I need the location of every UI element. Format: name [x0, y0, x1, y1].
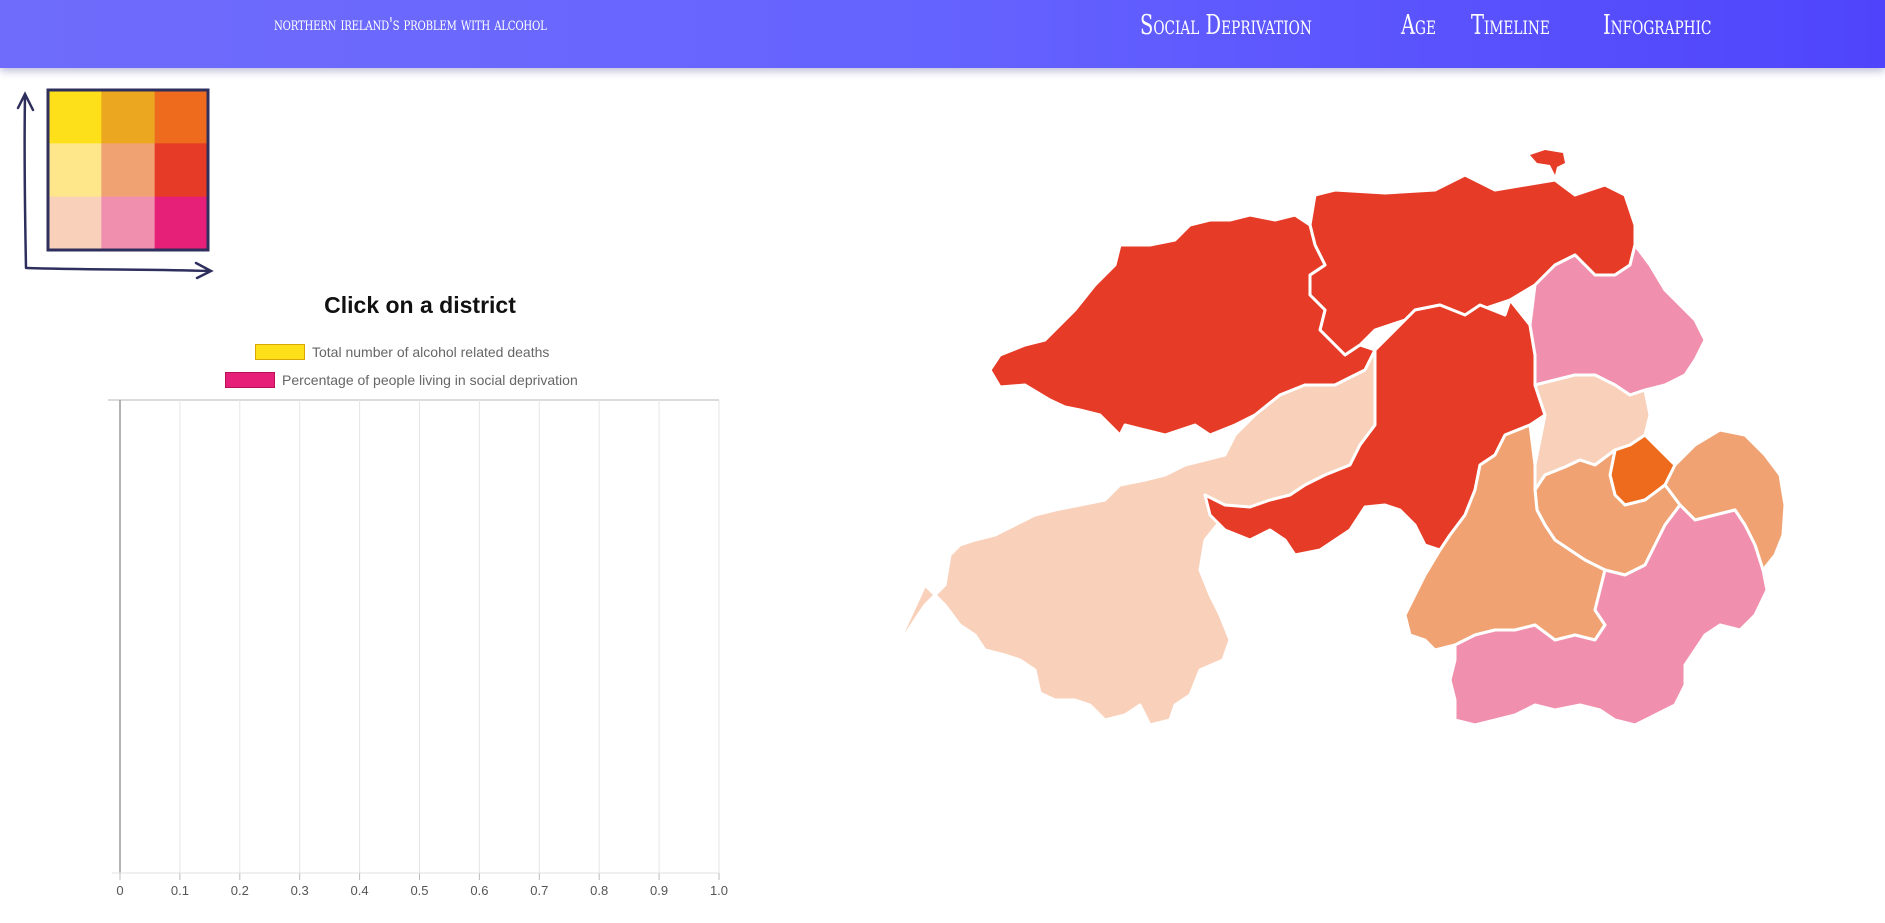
key-cell-2-2: [154, 196, 209, 251]
nav-timeline[interactable]: Timeline: [1471, 10, 1551, 41]
key-cell-1-0: [48, 143, 102, 198]
x-tick-label-0: 0: [116, 883, 123, 898]
key-cell-0-2: [154, 90, 209, 144]
bivariate-color-key: [16, 88, 214, 280]
district-chart: Click on a district Total number of alco…: [100, 285, 740, 915]
district-rathlin-island[interactable]: [1530, 150, 1565, 175]
key-cell-1-2: [154, 143, 209, 198]
x-tick-label-7: 0.7: [530, 883, 548, 898]
legend-item-deprivation[interactable]: Percentage of people living in social de…: [225, 372, 578, 388]
x-tick-label-8: 0.8: [590, 883, 608, 898]
chart-plot-area: 0 0.1 0.2 0.3 0.4 0.5 0.6 0.7 0.8 0.9 1.0: [108, 399, 728, 898]
x-tick-label-10: 1.0: [710, 883, 728, 898]
district-derry-city-and-strabane[interactable]: [988, 213, 1377, 437]
x-tick-label-6: 0.6: [470, 883, 488, 898]
nav-infographic[interactable]: Infographic: [1602, 10, 1712, 41]
top-navbar: northern ireland's problem with alcohol …: [0, 0, 1885, 68]
district-newry-mourne-and-down[interactable]: [1448, 503, 1769, 727]
legend-swatch-deprivation: [225, 372, 275, 388]
x-tick-label-9: 0.9: [650, 883, 668, 898]
legend-label-deaths: Total number of alcohol related deaths: [312, 344, 550, 360]
nav-age[interactable]: Age: [1400, 10, 1436, 41]
district-mid-ulster[interactable]: [1203, 298, 1547, 557]
legend-item-deaths[interactable]: Total number of alcohol related deaths: [255, 344, 549, 360]
key-cell-1-1: [101, 143, 156, 198]
chart-title: Click on a district: [324, 292, 516, 318]
x-tick-label-4: 0.4: [351, 883, 369, 898]
key-cell-2-1: [101, 196, 156, 251]
y-axis-arrow-icon: [16, 91, 35, 270]
x-tick-label-1: 0.1: [171, 883, 189, 898]
ni-district-map: [905, 150, 1787, 727]
key-cell-2-0: [48, 196, 102, 251]
x-axis-arrow-icon: [25, 261, 214, 280]
legend-label-deprivation: Percentage of people living in social de…: [282, 372, 578, 388]
x-tick-label-3: 0.3: [291, 883, 309, 898]
key-cell-0-0: [48, 90, 102, 144]
x-tick-label-5: 0.5: [410, 883, 428, 898]
main-nav: Social Deprivation Age Timeline Infograp…: [1140, 10, 1775, 41]
nav-social-deprivation[interactable]: Social Deprivation: [1140, 10, 1312, 41]
key-cell-0-1: [101, 90, 156, 144]
x-tick-label-2: 0.2: [231, 883, 249, 898]
brand-title[interactable]: northern ireland's problem with alcohol: [274, 14, 547, 35]
legend-swatch-deaths: [255, 344, 305, 360]
